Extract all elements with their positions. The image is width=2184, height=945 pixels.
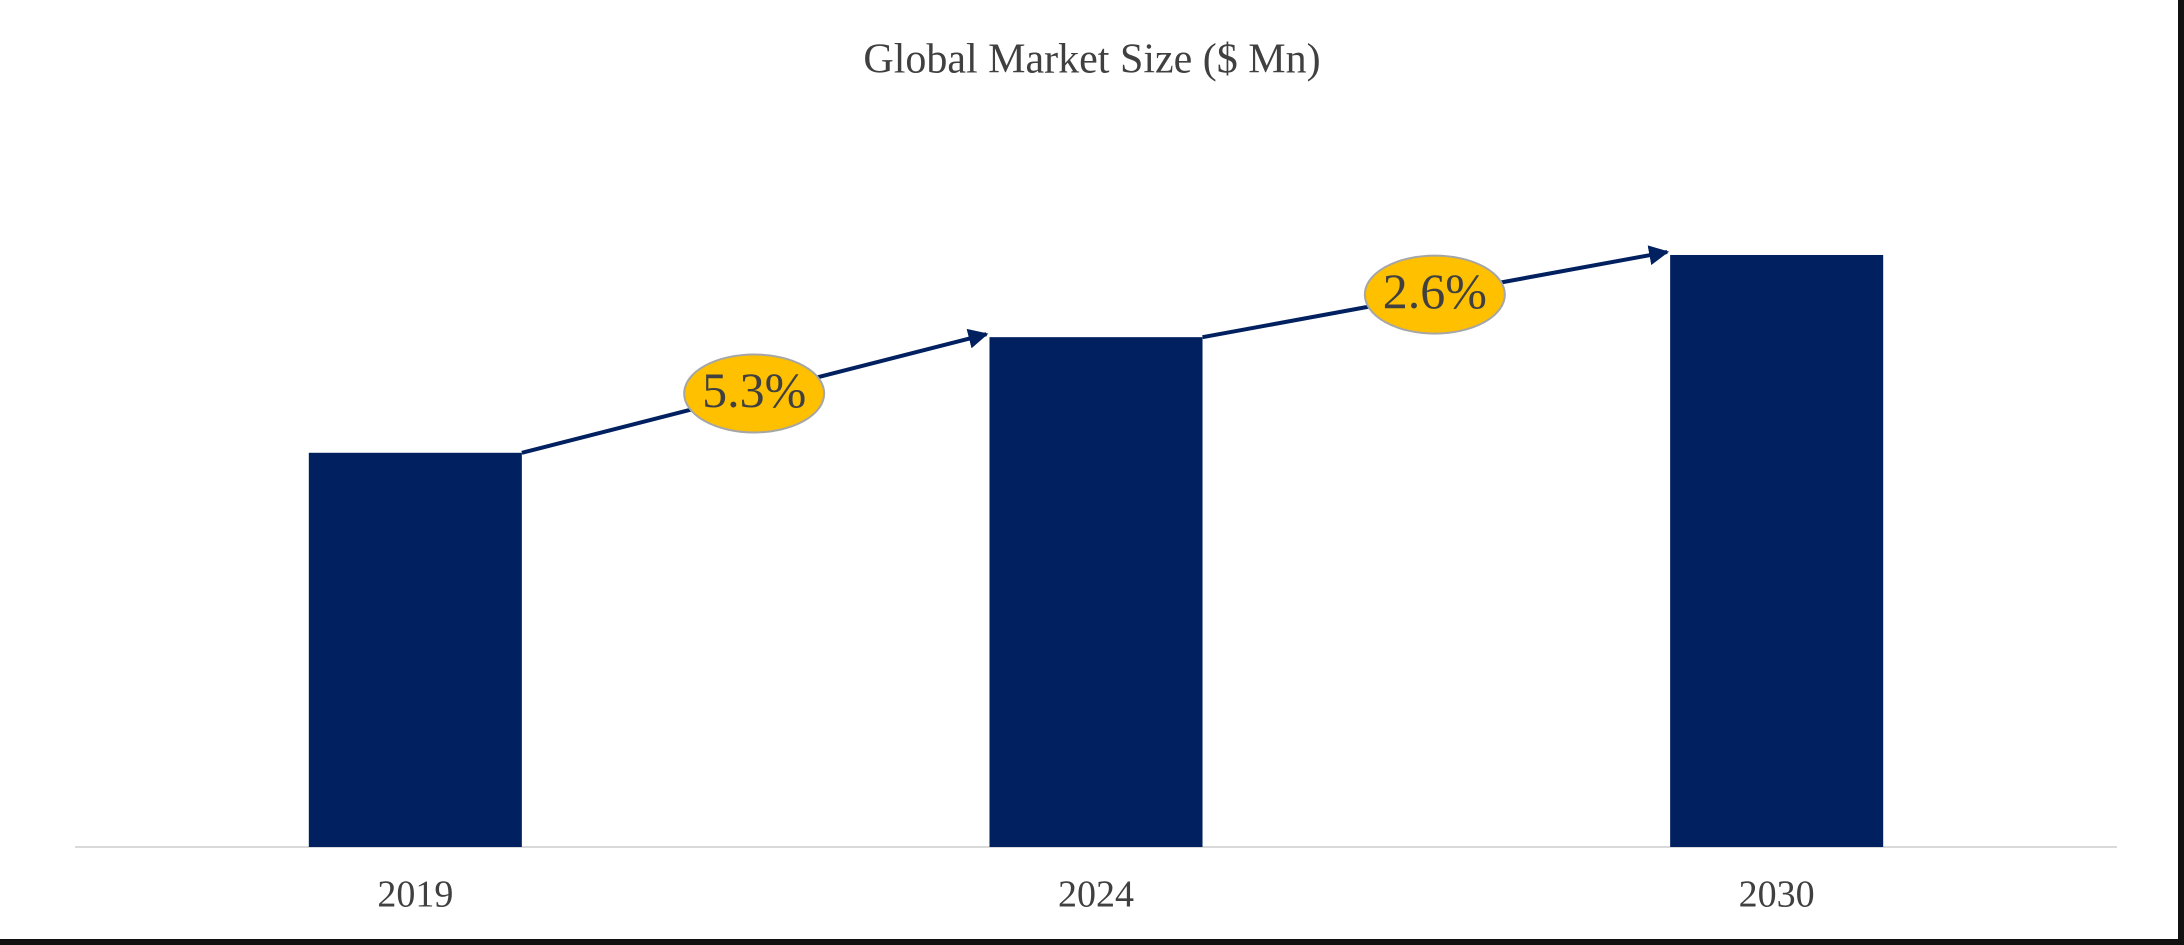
x-tick-label: 2019 — [377, 874, 453, 916]
bar — [1670, 254, 1884, 848]
bar — [308, 452, 522, 847]
chart-title: Global Market Size ($ Mn) — [863, 37, 1320, 83]
bar — [989, 337, 1203, 847]
growth-label: 5.3% — [702, 362, 806, 418]
growth-badge — [1363, 254, 1506, 335]
growth-label: 2.6% — [1383, 263, 1487, 319]
growth-badge — [683, 353, 826, 434]
x-tick-label: 2024 — [1058, 874, 1134, 916]
x-tick-label: 2030 — [1739, 874, 1815, 916]
